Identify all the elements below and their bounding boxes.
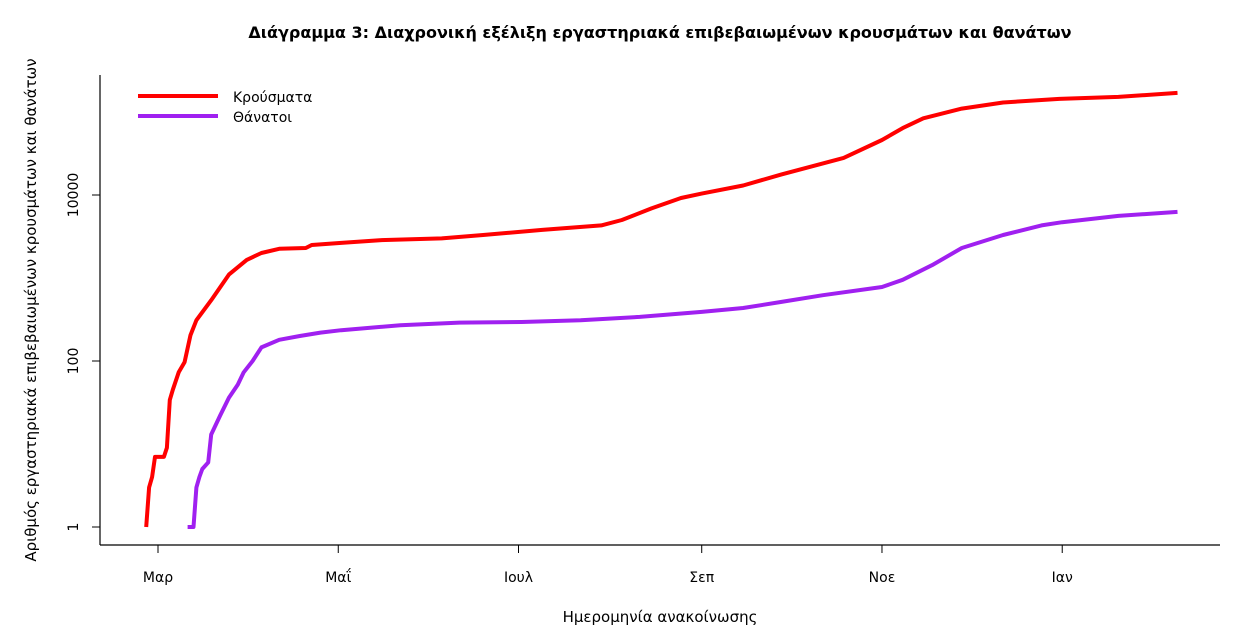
x-tick-label: Σεπ: [689, 570, 714, 586]
y-tick-label: 10000: [66, 173, 82, 218]
legend-label-deaths: Θάνατοι: [233, 110, 292, 126]
x-tick-label: Ιαν: [1052, 570, 1073, 586]
legend-label-cases: Κρούσματα: [233, 90, 312, 106]
y-tick-label: 1: [66, 523, 82, 532]
series-line-deaths: [187, 209, 1178, 529]
chart-title: Διάγραμμα 3: Διαχρονική εξέλιξη εργαστηρ…: [248, 23, 1071, 42]
x-tick-label: Ιουλ: [504, 570, 533, 586]
x-axis-label: Ημερομηνία ανακοίνωσης: [563, 608, 758, 626]
y-axis-label: Αριθμός εργαστηριακά επιβεβαιωμένων κρου…: [22, 58, 40, 561]
x-tick-label: Μαρ: [143, 570, 173, 586]
series-line-cases: [144, 90, 1178, 528]
x-tick-label: Νοε: [869, 570, 896, 586]
y-tick-label: 100: [66, 348, 82, 375]
legend: Κρούσματα Θάνατοι: [138, 90, 312, 126]
x-tick-label: Μαΐ: [325, 568, 351, 586]
